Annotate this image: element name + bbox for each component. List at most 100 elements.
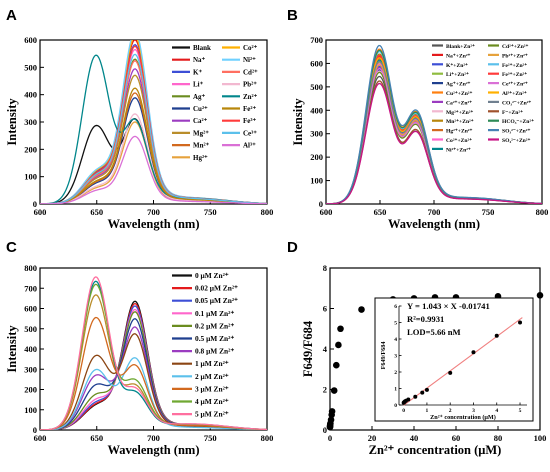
legend-entry: Co²⁺ (243, 44, 258, 52)
legend-entry: 2 μM Zn²⁺ (195, 372, 229, 381)
x-tick-label: 750 (204, 207, 217, 217)
legend-entry: 3 μM Zn²⁺ (195, 384, 229, 393)
spectrum-line (40, 276, 267, 430)
y-tick-label: 6 (323, 304, 327, 314)
legend-entry: 0.05 μM Zn²⁺ (195, 296, 238, 305)
spectrum-line (326, 68, 542, 204)
data-point (327, 416, 335, 424)
data-point (358, 306, 365, 313)
panel-letter-b: B (287, 7, 298, 24)
panel-letter-a: A (6, 7, 17, 24)
legend-entry: 0.02 μM Zn²⁺ (195, 284, 238, 293)
spectrum-line (40, 357, 267, 430)
data-point (335, 341, 342, 349)
legend-entry: Na⁺ (193, 56, 206, 64)
data-point (330, 387, 338, 394)
x-tick-label: 650 (374, 207, 387, 217)
y-tick-label: 100 (310, 176, 323, 186)
legend-entry: Al³⁺ (243, 142, 256, 150)
legend-entry: SO₄²⁻+Zn²⁺ (502, 137, 530, 144)
legend-entry: 4 μM Zn²⁺ (195, 397, 229, 406)
y-tick-label: 800 (24, 263, 37, 273)
y-tick-label: 300 (310, 129, 323, 139)
inset-x-tick-label: 2 (449, 408, 452, 414)
y-tick-label: 200 (24, 385, 37, 395)
y-tick-label: 0 (323, 425, 327, 435)
legend-entry: Co²⁺+Zn²⁺ (446, 137, 472, 144)
legend-entry: Cu²⁺ (193, 105, 208, 113)
inset-data-point (494, 333, 499, 338)
legend-entry: Fe²⁺+Zn²⁺ (502, 62, 527, 69)
x-tick-label: 60 (452, 433, 461, 443)
legend-entry: Na⁺+Zn²⁺ (446, 52, 470, 59)
y-axis-label: F649/F684 (301, 320, 315, 377)
legend-entry: Pb²⁺ (243, 81, 257, 89)
y-tick-label: 8 (323, 263, 327, 273)
legend-entry: Mn²⁺+Zn²⁺ (446, 118, 474, 125)
data-point (328, 408, 336, 415)
x-tick-label: 600 (34, 207, 47, 217)
y-tick-label: 2 (323, 385, 327, 395)
data-point (333, 361, 340, 369)
y-tick-label: 400 (310, 105, 323, 115)
x-tick-label: 750 (482, 207, 495, 217)
legend-entry: Ag⁺+Zn²⁺ (446, 81, 470, 88)
y-tick-label: 600 (310, 58, 323, 68)
legend-entry: Li⁺+Zn²⁺ (446, 71, 469, 78)
legend-entry: K⁺+Zn²⁺ (446, 62, 468, 69)
y-tick-label: 0 (33, 199, 37, 209)
y-tick-label: 300 (24, 117, 37, 127)
inset-r-squared: R²=0.9931 (407, 314, 444, 324)
chart-panel-c: 600 650 700 750 800 0 100 200 300 400 500 600 700 800… (5, 263, 273, 457)
y-tick-label: 700 (24, 283, 37, 293)
x-tick-label: 20 (368, 433, 377, 443)
y-axis-label: Intensity (291, 98, 305, 146)
y-tick-label: 100 (24, 172, 37, 182)
legend-entry: Blank+Zn²⁺ (446, 43, 475, 50)
inset-lod: LOD=5.66 nM (407, 327, 461, 337)
x-tick-label: 800 (261, 207, 274, 217)
x-tick-label: 700 (428, 207, 441, 217)
legend-entry: Mg²⁺+Zn²⁺ (446, 109, 473, 116)
x-axis-label: Wavelength (nm) (107, 217, 199, 231)
spectrum-line (40, 53, 267, 204)
legend-entry: Hg²⁺+Zn²⁺ (446, 128, 472, 135)
y-tick-label: 100 (24, 405, 37, 415)
inset-box (374, 297, 534, 422)
y-axis-label: Intensity (5, 325, 19, 373)
inset-data-point (471, 350, 476, 355)
inset-x-tick-label: 4 (495, 408, 498, 414)
x-tick-label: 600 (320, 207, 333, 217)
y-tick-label: 4 (323, 344, 328, 354)
inset-y-tick-label: 0 (394, 403, 397, 409)
inset-data-point (448, 370, 453, 375)
y-tick-label: 0 (319, 199, 323, 209)
x-tick-label: 650 (90, 207, 103, 217)
legend-entry: Ce³⁺+Zn²⁺ (502, 81, 528, 88)
inset-y-tick-label: 4 (394, 337, 397, 343)
panel-letter-c: C (6, 239, 17, 256)
x-axis-label: Zn²⁺ concentration (μM) (369, 443, 502, 457)
inset-x-tick-label: 1 (426, 408, 429, 414)
spectrum-line (326, 44, 542, 204)
y-tick-label: 700 (310, 35, 323, 45)
inset-y-tick-label: 1 (394, 387, 397, 393)
y-tick-label: 300 (24, 364, 37, 374)
inset-data-point (413, 394, 418, 399)
legend-entry: Cd²⁺+Zn²⁺ (502, 43, 528, 50)
y-tick-label: 500 (310, 82, 323, 92)
legend-entry: Hg²⁺ (193, 154, 208, 162)
y-tick-label: 200 (310, 152, 323, 162)
spectrum-line (40, 87, 267, 204)
panel-letter-d: D (287, 239, 298, 256)
inset-x-tick-label: 3 (472, 408, 475, 414)
legend-entry: 0.2 μM Zn²⁺ (195, 321, 234, 330)
legend-entry: Fe³⁺ (243, 117, 256, 125)
data-point (337, 325, 344, 333)
y-tick-label: 0 (33, 425, 37, 435)
y-tick-label: 600 (24, 35, 37, 45)
inset-x-tick-label: 0 (402, 408, 405, 414)
legend-entry: Zn²⁺ (243, 93, 258, 101)
x-tick-label: 700 (147, 433, 160, 443)
